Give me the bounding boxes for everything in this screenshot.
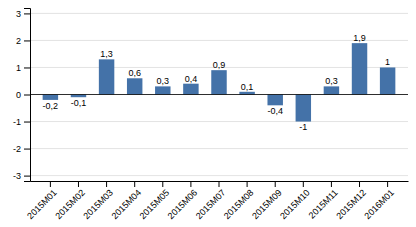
data-label: -0,1	[71, 98, 87, 108]
x-tick-label: 2015M07	[194, 187, 228, 221]
x-tick-mark	[50, 181, 51, 187]
data-label: 1,9	[353, 33, 366, 43]
y-tick-label: -1	[13, 117, 21, 127]
bar	[239, 92, 254, 95]
x-tick-mark	[78, 181, 79, 187]
plot-area: -3-2-101232015M012015M022015M032015M0420…	[13, 9, 409, 222]
y-tick: 0	[16, 90, 30, 100]
data-label: 0,9	[213, 60, 226, 70]
y-tick-mark	[24, 149, 30, 150]
x-tick-label: 2015M08	[222, 187, 256, 221]
x-axis: 2015M012015M022015M032015M042015M052015M…	[25, 181, 408, 221]
x-tick-mark	[162, 181, 163, 187]
bar	[99, 59, 114, 94]
bars	[43, 43, 396, 121]
data-label: 0,4	[185, 74, 198, 84]
y-tick-mark	[24, 40, 30, 41]
data-labels: -0,2 -0,1 1,3 0,6 0,3 0,4 0,9 0,1 -0,4 -1 0,3 1,9 1	[43, 33, 391, 132]
bar	[352, 43, 367, 94]
data-label: -0,4	[267, 106, 283, 116]
x-tick-label: 2015M09	[250, 187, 284, 221]
x-tick-mark	[219, 181, 220, 187]
y-tick: -3	[13, 171, 30, 181]
x-tick-mark	[190, 181, 191, 187]
grid-line	[30, 40, 408, 41]
bar	[380, 67, 395, 94]
grid-line	[30, 121, 408, 122]
y-tick-mark	[24, 176, 30, 177]
y-tick-mark	[24, 122, 30, 123]
y-tick: 3	[16, 9, 30, 19]
grid-line	[30, 94, 408, 95]
x-tick-mark	[359, 181, 360, 187]
grid	[30, 13, 408, 175]
data-label: -0,2	[43, 101, 59, 111]
y-axis: -3 -2 -1 0 1 2 3	[13, 9, 31, 182]
grid-line	[30, 13, 408, 14]
x-tick-mark	[106, 181, 107, 187]
x-tick-label: 2015M01	[25, 187, 59, 221]
x-tick: 2016M01	[362, 181, 396, 221]
x-tick: 2015M10	[278, 181, 312, 221]
bar	[211, 70, 226, 94]
data-label: -1	[299, 122, 307, 132]
x-tick-label: 2015M03	[81, 187, 115, 221]
y-axis-line	[24, 9, 31, 182]
grid-line	[30, 148, 408, 149]
y-tick-label: 2	[16, 36, 21, 46]
x-tick-label: 2015M12	[334, 187, 368, 221]
x-tick-mark	[275, 181, 276, 187]
y-tick-mark	[24, 67, 30, 68]
zero-line	[30, 94, 408, 95]
data-label: 0,3	[157, 76, 170, 86]
data-label: 0,6	[128, 68, 141, 78]
y-tick-label: -3	[13, 171, 21, 181]
bar	[43, 95, 58, 100]
x-tick-label: 2015M04	[109, 187, 143, 221]
x-tick-label: 2015M05	[138, 187, 172, 221]
x-tick-mark	[247, 181, 248, 187]
x-tick-mark	[303, 181, 304, 187]
x-tick-mark	[387, 181, 388, 187]
y-tick: 2	[16, 36, 30, 46]
x-tick-label: 2015M10	[278, 187, 312, 221]
grid-line	[30, 175, 408, 176]
x-tick-mark	[331, 181, 332, 187]
y-tick-label: 1	[16, 63, 21, 73]
data-label: 1,3	[100, 49, 113, 59]
data-label: 1	[385, 57, 390, 67]
bar	[127, 78, 142, 94]
chart: -3-2-101232015M012015M022015M032015M0420…	[0, 0, 416, 227]
x-tick-label: 2016M01	[362, 187, 396, 221]
y-tick: -2	[13, 144, 30, 154]
data-label: 0,3	[325, 76, 338, 86]
y-tick: -1	[13, 117, 30, 127]
y-tick-mark	[24, 95, 30, 96]
y-tick-label: -2	[13, 144, 21, 154]
data-label: 0,1	[241, 82, 254, 92]
bar	[324, 86, 339, 94]
x-tick-label: 2015M06	[166, 187, 200, 221]
y-tick-mark	[24, 13, 30, 14]
y-tick-label: 3	[16, 9, 21, 19]
y-tick: 1	[16, 63, 30, 73]
bar	[296, 95, 311, 122]
bar	[155, 86, 170, 94]
bar	[71, 95, 86, 98]
bar	[267, 95, 282, 106]
x-tick-label: 2015M02	[53, 187, 87, 221]
y-tick-label: 0	[16, 90, 21, 100]
bar	[183, 84, 198, 95]
x-tick-mark	[134, 181, 135, 187]
